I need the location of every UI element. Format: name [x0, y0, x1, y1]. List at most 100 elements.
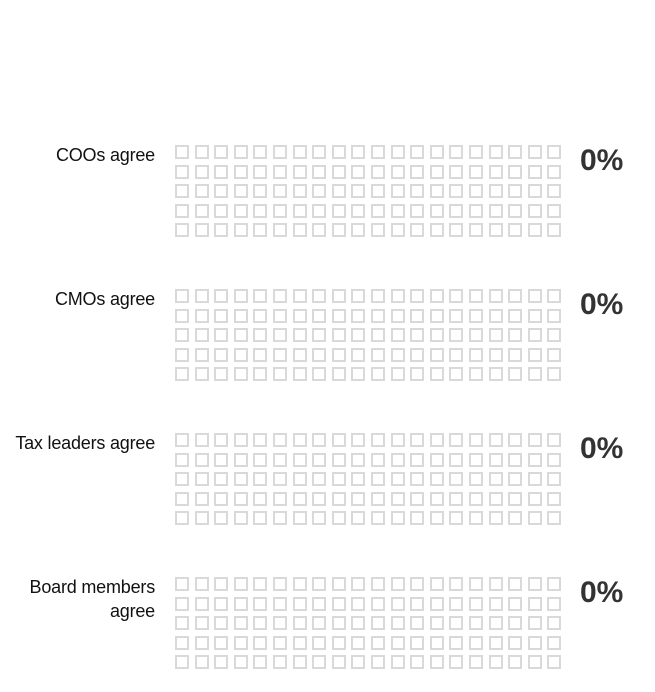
waffle-cell: [273, 328, 287, 343]
waffle-cell: [390, 223, 405, 238]
waffle-cell: [469, 203, 483, 218]
waffle-cell: [175, 145, 189, 159]
waffle-cell: [253, 616, 268, 631]
waffle-cell: [508, 203, 523, 218]
waffle-grid-tax-leaders: [175, 433, 563, 529]
waffle-cell: [410, 328, 425, 343]
waffle-cell: [390, 433, 405, 447]
waffle-cell: [351, 145, 366, 159]
waffle-cell: [508, 472, 523, 487]
waffle-cell: [410, 289, 425, 303]
waffle-cell: [312, 616, 327, 631]
waffle-cell: [312, 655, 327, 670]
waffle-cell: [175, 596, 189, 611]
waffle-cell: [312, 472, 327, 487]
waffle-cell: [194, 577, 209, 591]
waffle-cell: [410, 616, 425, 631]
waffle-cell: [331, 164, 346, 179]
waffle-cell: [351, 616, 366, 631]
waffle-cell: [273, 223, 287, 238]
waffle-cell: [273, 184, 287, 199]
waffle-cell: [410, 145, 425, 159]
waffle-cell: [312, 347, 327, 362]
waffle-cell: [253, 596, 268, 611]
waffle-cell: [429, 367, 444, 382]
waffle-cell: [390, 164, 405, 179]
waffle-cell: [449, 145, 464, 159]
waffle-cell: [371, 616, 385, 631]
waffle-cell: [312, 289, 327, 303]
waffle-cell: [331, 491, 346, 506]
waffle-cell: [253, 164, 268, 179]
waffle-cell: [214, 184, 229, 199]
waffle-cell: [214, 491, 229, 506]
waffle-cell: [547, 452, 562, 467]
waffle-cell: [547, 511, 562, 526]
waffle-cell: [175, 223, 189, 238]
waffle-cell: [214, 203, 229, 218]
waffle-cell: [488, 577, 503, 591]
waffle-cell: [233, 635, 248, 650]
waffle-cell: [253, 184, 268, 199]
waffle-cell: [292, 655, 307, 670]
waffle-cell: [390, 328, 405, 343]
waffle-cell: [547, 164, 562, 179]
waffle-cell: [527, 223, 542, 238]
waffle-cell: [351, 347, 366, 362]
waffle-cell: [312, 367, 327, 382]
waffle-cell: [410, 511, 425, 526]
waffle-cell: [547, 308, 562, 323]
waffle-cell: [508, 223, 523, 238]
waffle-cell: [527, 491, 542, 506]
waffle-cell: [449, 289, 464, 303]
waffle-cell: [273, 635, 287, 650]
waffle-cell: [273, 203, 287, 218]
waffle-cell: [312, 596, 327, 611]
waffle-cell: [371, 472, 385, 487]
waffle-cell: [527, 203, 542, 218]
waffle-cell: [469, 596, 483, 611]
waffle-cell: [292, 452, 307, 467]
row-label-cmos: CMOs agree: [54, 289, 155, 309]
waffle-cell: [488, 655, 503, 670]
waffle-cell: [469, 328, 483, 343]
waffle-cell: [292, 328, 307, 343]
waffle-cell: [194, 308, 209, 323]
waffle-cell: [292, 577, 307, 591]
waffle-cell: [312, 433, 327, 447]
waffle-cell: [292, 145, 307, 159]
waffle-cell: [292, 289, 307, 303]
waffle-cell: [371, 577, 385, 591]
waffle-cell: [312, 635, 327, 650]
waffle-cell: [351, 596, 366, 611]
waffle-cell: [233, 433, 248, 447]
waffle-cell: [312, 184, 327, 199]
waffle-cell: [351, 328, 366, 343]
waffle-cell: [508, 367, 523, 382]
waffle-cell: [508, 164, 523, 179]
waffle-cell: [175, 347, 189, 362]
waffle-cell: [175, 308, 189, 323]
waffle-cell: [410, 577, 425, 591]
waffle-cell: [508, 347, 523, 362]
waffle-cell: [292, 308, 307, 323]
waffle-cell: [253, 203, 268, 218]
waffle-cell: [508, 433, 523, 447]
waffle-cell: [547, 655, 562, 670]
waffle-row-tax-leaders: Tax leaders agree 0%: [0, 432, 655, 533]
waffle-cell: [410, 491, 425, 506]
waffle-cell: [527, 452, 542, 467]
waffle-cell: [175, 289, 189, 303]
waffle-cell: [488, 289, 503, 303]
waffle-cell: [233, 164, 248, 179]
waffle-cell: [233, 452, 248, 467]
waffle-cell: [449, 616, 464, 631]
waffle-cell: [429, 308, 444, 323]
waffle-cell: [527, 289, 542, 303]
percent-value-coos: 0%: [580, 144, 624, 177]
waffle-cell: [508, 616, 523, 631]
waffle-cell: [371, 164, 385, 179]
waffle-cell: [527, 472, 542, 487]
waffle-cell: [273, 655, 287, 670]
waffle-cell: [390, 184, 405, 199]
